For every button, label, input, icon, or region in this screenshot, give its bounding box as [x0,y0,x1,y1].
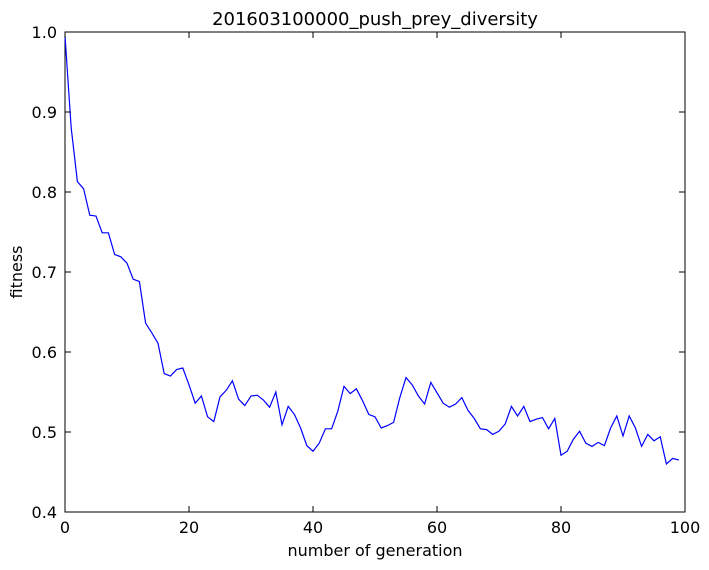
plot-area: 0 20 40 60 80 100 0.4 0.5 0.6 0.7 0.8 0.9 1.0 [32,23,701,537]
y-tick-label: 0.7 [32,263,57,282]
chart-title: 201603100000_push_prey_diversity [212,9,538,30]
y-tick-label: 0.9 [32,103,57,122]
x-tick-label: 40 [303,518,323,537]
y-tick-label: 1.0 [32,23,57,42]
x-tick-label: 100 [670,518,701,537]
fitness-series-line [64,35,679,466]
x-tick-label: 80 [551,518,571,537]
x-tick-label: 0 [60,518,70,537]
x-tick-label: 20 [179,518,199,537]
x-tick-label: 60 [427,518,447,537]
x-axis-label: number of generation [287,541,462,560]
tick-layer: 0 20 40 60 80 100 0.4 0.5 0.6 0.7 0.8 0.9 1.0 [32,23,701,537]
y-tick-label: 0.4 [32,503,57,522]
y-tick-label: 0.8 [32,183,57,202]
y-tick-label: 0.6 [32,343,57,362]
plot-frame [64,31,686,513]
y-tick-label: 0.5 [32,423,57,442]
y-axis-label: fitness [7,245,26,298]
series-layer [64,35,679,466]
